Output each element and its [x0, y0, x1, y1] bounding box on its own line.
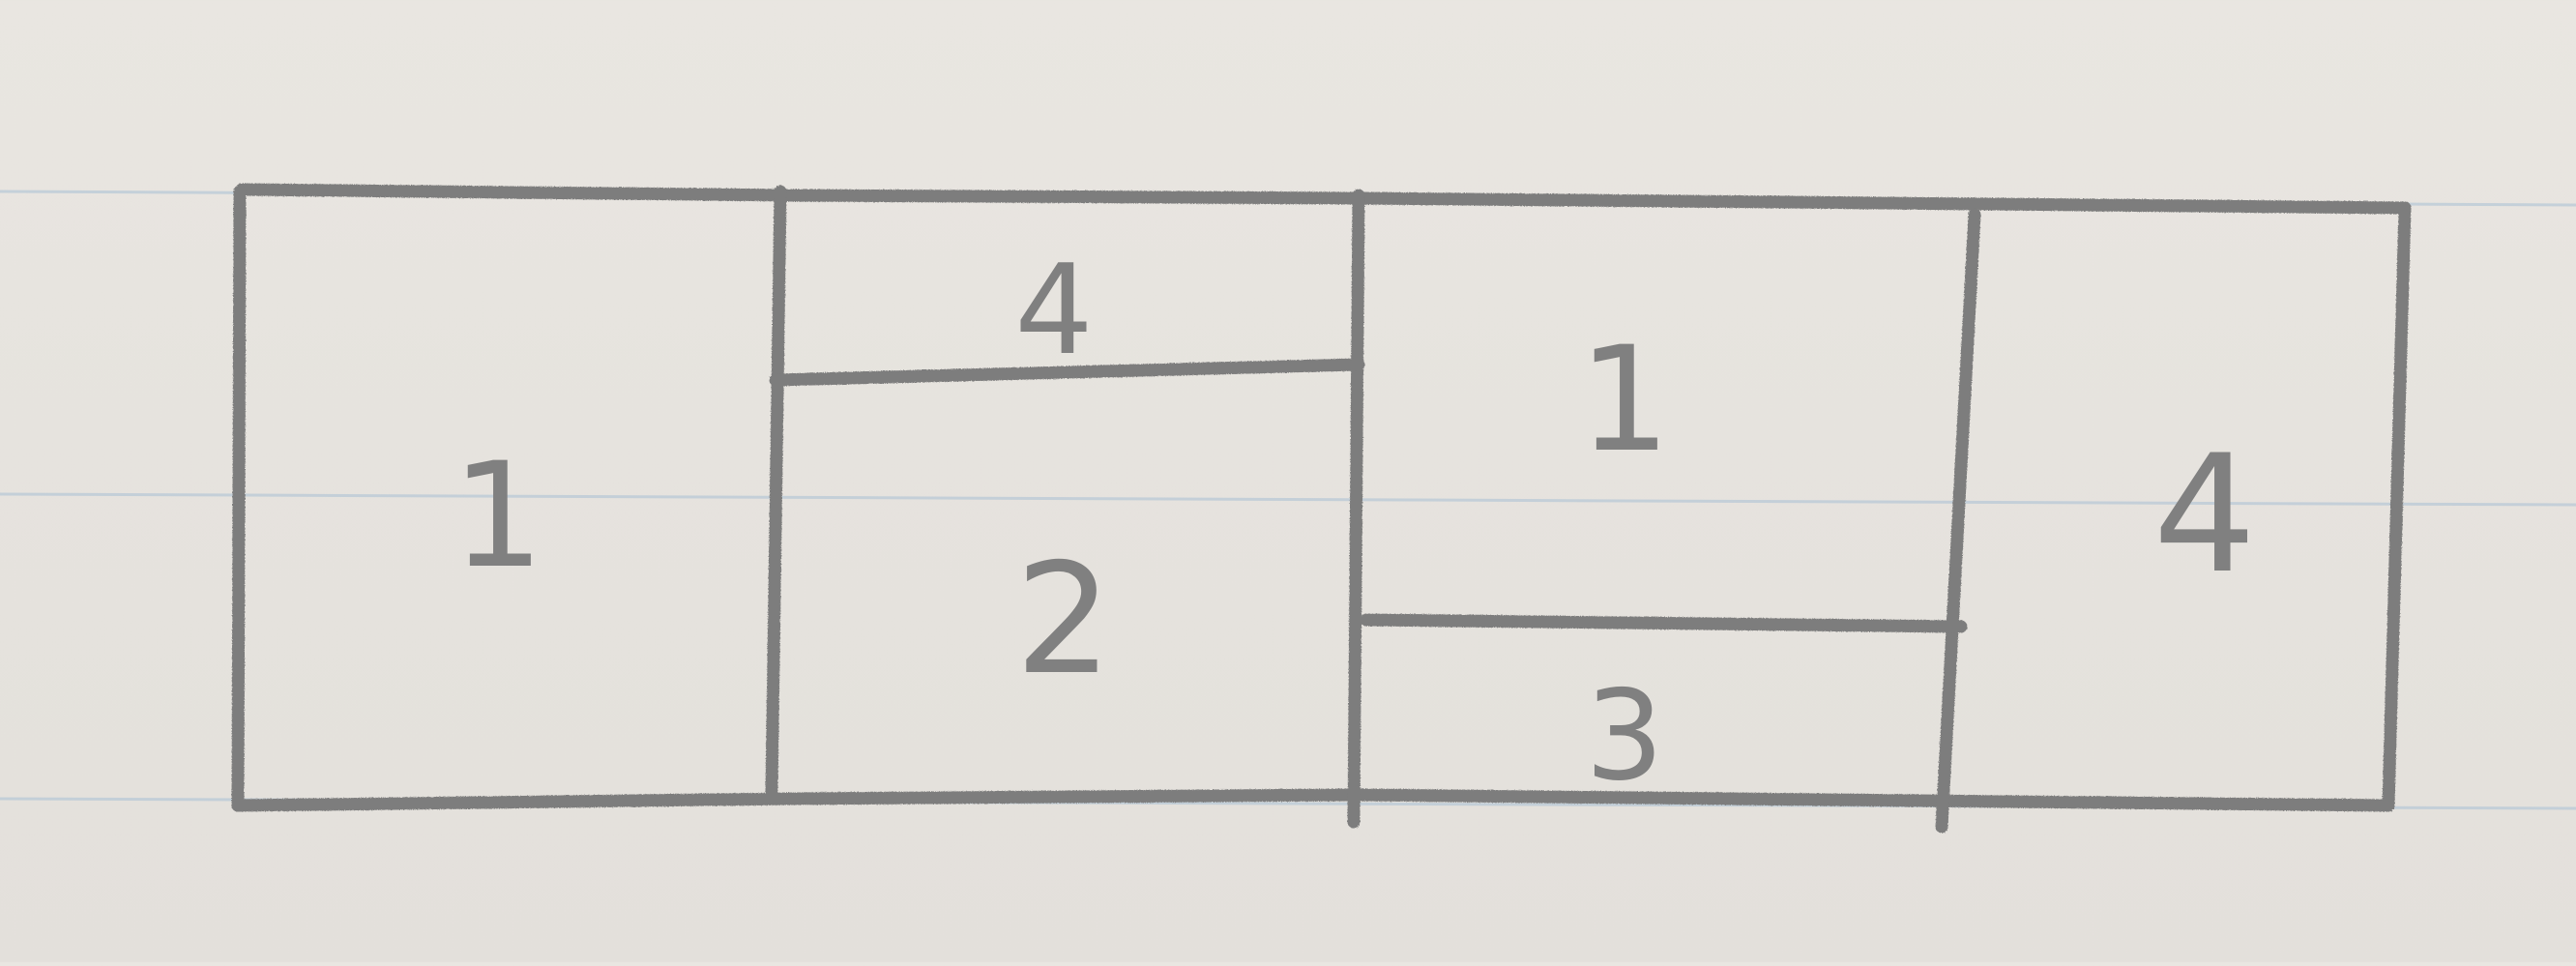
divider-2	[1347, 189, 1365, 829]
grid-lines	[231, 183, 2412, 834]
cell-label-col2-bottom: 2	[1015, 531, 1113, 709]
cell-labels: 1 4 2 1 3 4	[452, 239, 2256, 808]
cell-label-col4: 4	[2153, 420, 2257, 609]
cell-label-col2-top: 4	[1014, 239, 1093, 383]
frame-right	[2382, 201, 2412, 812]
cell-label-col3-bottom: 3	[1585, 664, 1663, 808]
divider-1	[765, 185, 787, 798]
frame-bottom	[231, 788, 2395, 812]
rule-line	[0, 492, 2576, 507]
divider-3	[1935, 208, 1981, 834]
frame-top	[235, 183, 2412, 215]
cell-label-col3-top: 1	[1578, 316, 1670, 484]
split-col2	[769, 358, 1365, 387]
cell-label-col1: 1	[452, 432, 543, 600]
frame-left	[231, 185, 247, 812]
split-col3	[1360, 613, 1968, 633]
